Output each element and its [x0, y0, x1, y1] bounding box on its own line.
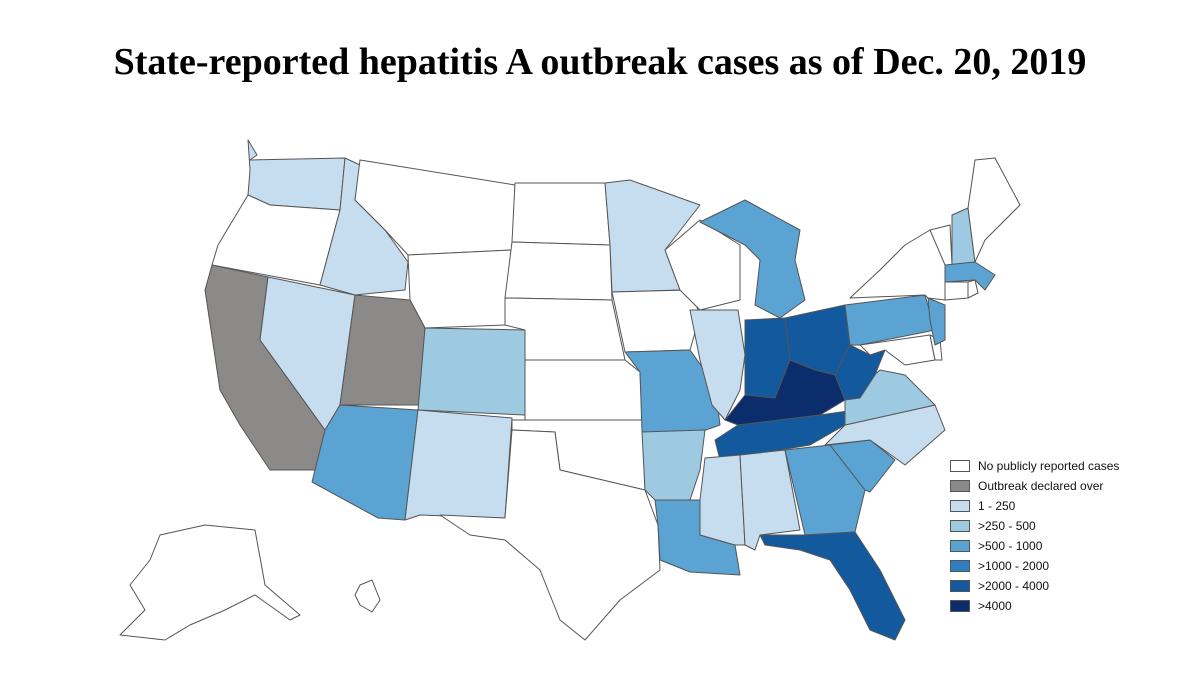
state-NJ: [927, 297, 946, 346]
state-SD: [504, 241, 613, 301]
state-WA: [247, 139, 346, 211]
state-WV: [834, 344, 886, 401]
legend-swatch: [950, 500, 970, 512]
legend-item: >500 - 1000: [950, 536, 1119, 556]
state-AR: [641, 429, 706, 501]
legend-label: 1 - 250: [978, 499, 1016, 513]
state-RI: [967, 279, 979, 299]
legend-label: >250 - 500: [978, 519, 1036, 533]
state-TX: [439, 429, 661, 641]
state-IL: [689, 309, 746, 421]
legend-swatch: [950, 600, 970, 612]
state-KS: [524, 359, 643, 421]
legend-swatch: [950, 580, 970, 592]
legend-item: >250 - 500: [950, 516, 1119, 536]
legend-swatch: [950, 460, 970, 472]
legend-swatch: [950, 540, 970, 552]
state-CT: [944, 281, 969, 301]
state-GA: [784, 444, 866, 536]
state-NM: [404, 409, 513, 521]
state-WI: [664, 219, 741, 311]
legend-swatch: [950, 480, 970, 492]
state-MI: [699, 199, 806, 319]
legend-item: No publicly reported cases: [950, 456, 1119, 476]
state-MO: [624, 349, 721, 433]
state-IA: [611, 289, 701, 353]
state-CO: [417, 327, 526, 416]
state-UT: [339, 294, 426, 406]
state-FL: [759, 531, 906, 641]
legend-item: 1 - 250: [950, 496, 1119, 516]
legend-swatch: [950, 520, 970, 532]
map-title: State-reported hepatitis A outbreak case…: [113, 41, 1087, 83]
legend-label: >500 - 1000: [978, 539, 1043, 553]
legend-label: >2000 - 4000: [978, 579, 1050, 593]
legend-swatch: [950, 560, 970, 572]
legend-label: No publicly reported cases: [978, 459, 1120, 473]
legend-label: >1000 - 2000: [978, 559, 1050, 573]
legend-item: >1000 - 2000: [950, 556, 1119, 576]
legend-label: >4000: [978, 599, 1012, 613]
map-legend: No publicly reported cases Outbreak decla…: [950, 456, 1119, 616]
legend-label: Outbreak declared over: [978, 479, 1104, 493]
state-PA: [844, 294, 936, 346]
state-ME: [967, 157, 1021, 263]
state-AK: [119, 524, 301, 641]
state-MS: [699, 454, 746, 546]
state-ND: [511, 182, 611, 246]
legend-item: Outbreak declared over: [950, 476, 1119, 496]
state-HI: [354, 579, 381, 613]
state-TN: [714, 409, 856, 461]
state-WY: [407, 249, 513, 329]
legend-item: >2000 - 4000: [950, 576, 1119, 596]
legend-item: >4000: [950, 596, 1119, 616]
